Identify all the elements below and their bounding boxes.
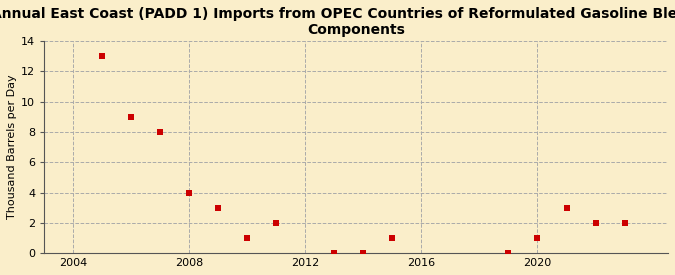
Point: [590, 221, 601, 225]
Point: [213, 205, 223, 210]
Point: [97, 54, 108, 59]
Y-axis label: Thousand Barrels per Day: Thousand Barrels per Day: [7, 75, 17, 219]
Point: [387, 236, 398, 240]
Point: [619, 221, 630, 225]
Point: [329, 251, 340, 255]
Point: [155, 130, 166, 134]
Point: [358, 251, 369, 255]
Point: [126, 115, 137, 119]
Point: [503, 251, 514, 255]
Point: [242, 236, 252, 240]
Point: [561, 205, 572, 210]
Point: [184, 190, 194, 195]
Title: Annual East Coast (PADD 1) Imports from OPEC Countries of Reformulated Gasoline : Annual East Coast (PADD 1) Imports from …: [0, 7, 675, 37]
Point: [271, 221, 281, 225]
Point: [532, 236, 543, 240]
